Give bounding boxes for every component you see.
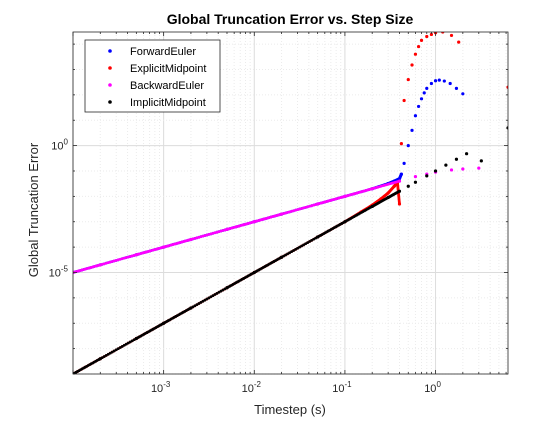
data-point bbox=[189, 237, 193, 242]
data-point bbox=[397, 202, 402, 206]
chart-title: Global Truncation Error vs. Step Size bbox=[167, 11, 414, 27]
data-point bbox=[225, 227, 229, 231]
data-point bbox=[399, 172, 403, 176]
legend-label: ImplicitMidpoint bbox=[130, 97, 206, 109]
data-point bbox=[425, 34, 429, 39]
data-point bbox=[461, 92, 465, 96]
data-point bbox=[454, 86, 459, 90]
data-point bbox=[419, 97, 424, 101]
data-point bbox=[413, 175, 418, 179]
data-point bbox=[343, 220, 347, 224]
legend-item: ForwardEuler bbox=[108, 46, 196, 58]
data-point bbox=[410, 63, 414, 67]
legend-marker bbox=[108, 100, 112, 104]
x-tick-label: 10-3 bbox=[151, 380, 171, 395]
legend-item: BackwardEuler bbox=[108, 80, 204, 92]
y-tick-label: 100 bbox=[51, 138, 68, 153]
x-tick-label: 10-1 bbox=[332, 380, 352, 395]
series-BackwardEuler bbox=[73, 166, 481, 275]
legend-marker bbox=[108, 83, 112, 87]
axes bbox=[72, 31, 509, 375]
x-tick-label: 100 bbox=[424, 380, 441, 395]
data-point bbox=[449, 33, 454, 38]
data-point bbox=[410, 128, 414, 132]
data-point bbox=[416, 44, 421, 49]
y-tick-label: 10-5 bbox=[49, 264, 69, 279]
legend-marker bbox=[108, 49, 112, 53]
data-point bbox=[343, 194, 347, 198]
data-point bbox=[279, 255, 284, 259]
data-point bbox=[437, 78, 441, 82]
y-axis-label: Global Truncation Error bbox=[26, 142, 41, 277]
legend-item: ImplicitMidpoint bbox=[108, 97, 206, 109]
data-point bbox=[134, 336, 138, 341]
data-point bbox=[406, 144, 410, 148]
data-point bbox=[162, 321, 166, 325]
data-point bbox=[429, 81, 433, 86]
data-point bbox=[425, 86, 429, 90]
data-point bbox=[279, 212, 284, 216]
data-point bbox=[316, 235, 320, 239]
data-point bbox=[464, 152, 469, 156]
data-point bbox=[397, 179, 402, 183]
data-point bbox=[225, 286, 229, 290]
data-point bbox=[316, 202, 320, 206]
data-point bbox=[413, 52, 418, 56]
x-axis-label: Timestep (s) bbox=[254, 402, 326, 417]
data-point bbox=[98, 263, 102, 267]
data-point bbox=[479, 159, 483, 163]
data-point bbox=[454, 157, 459, 161]
data-point bbox=[406, 184, 410, 188]
legend: ForwardEuler ExplicitMidpoint BackwardEule… bbox=[84, 39, 221, 113]
data-point bbox=[429, 32, 433, 37]
data-point bbox=[162, 245, 166, 249]
data-point bbox=[402, 161, 406, 165]
data-point bbox=[449, 168, 454, 172]
data-point bbox=[252, 270, 256, 275]
data-point bbox=[399, 142, 403, 146]
data-point bbox=[406, 77, 410, 82]
data-point bbox=[370, 204, 374, 209]
series-ImplicitMidpoint bbox=[73, 126, 508, 374]
legend-label: ForwardEuler bbox=[130, 46, 196, 58]
legend-label: BackwardEuler bbox=[130, 80, 204, 92]
data-point bbox=[134, 253, 138, 257]
data-point bbox=[419, 38, 424, 43]
tick-labels: 10-3 10-2 10-1 100 10-5 100 bbox=[49, 138, 442, 395]
data-point bbox=[370, 187, 374, 191]
legend-item: ExplicitMidpoint bbox=[108, 63, 206, 75]
data-point bbox=[402, 98, 406, 103]
data-point bbox=[252, 220, 256, 224]
data-point bbox=[433, 79, 438, 83]
data-point bbox=[416, 104, 421, 109]
data-point bbox=[189, 306, 193, 310]
data-point bbox=[425, 174, 429, 178]
legend-marker bbox=[108, 66, 112, 70]
data-point bbox=[392, 184, 396, 188]
data-point bbox=[98, 357, 102, 361]
data-point bbox=[386, 195, 390, 200]
data-point bbox=[448, 81, 452, 86]
data-point bbox=[386, 191, 390, 195]
data-point bbox=[422, 91, 426, 95]
data-point bbox=[442, 79, 446, 83]
legend-label: ExplicitMidpoint bbox=[130, 63, 206, 75]
plot-series bbox=[73, 32, 508, 374]
legend-box bbox=[84, 39, 221, 113]
data-point bbox=[397, 189, 402, 193]
data-point bbox=[433, 169, 438, 173]
data-point bbox=[444, 163, 448, 167]
data-point bbox=[477, 166, 481, 170]
data-point bbox=[461, 167, 465, 171]
data-point bbox=[413, 180, 418, 184]
data-point bbox=[397, 177, 402, 181]
data-point bbox=[413, 114, 418, 118]
x-tick-label: 10-2 bbox=[242, 380, 262, 395]
axes-box bbox=[72, 31, 509, 375]
data-point bbox=[457, 40, 461, 44]
